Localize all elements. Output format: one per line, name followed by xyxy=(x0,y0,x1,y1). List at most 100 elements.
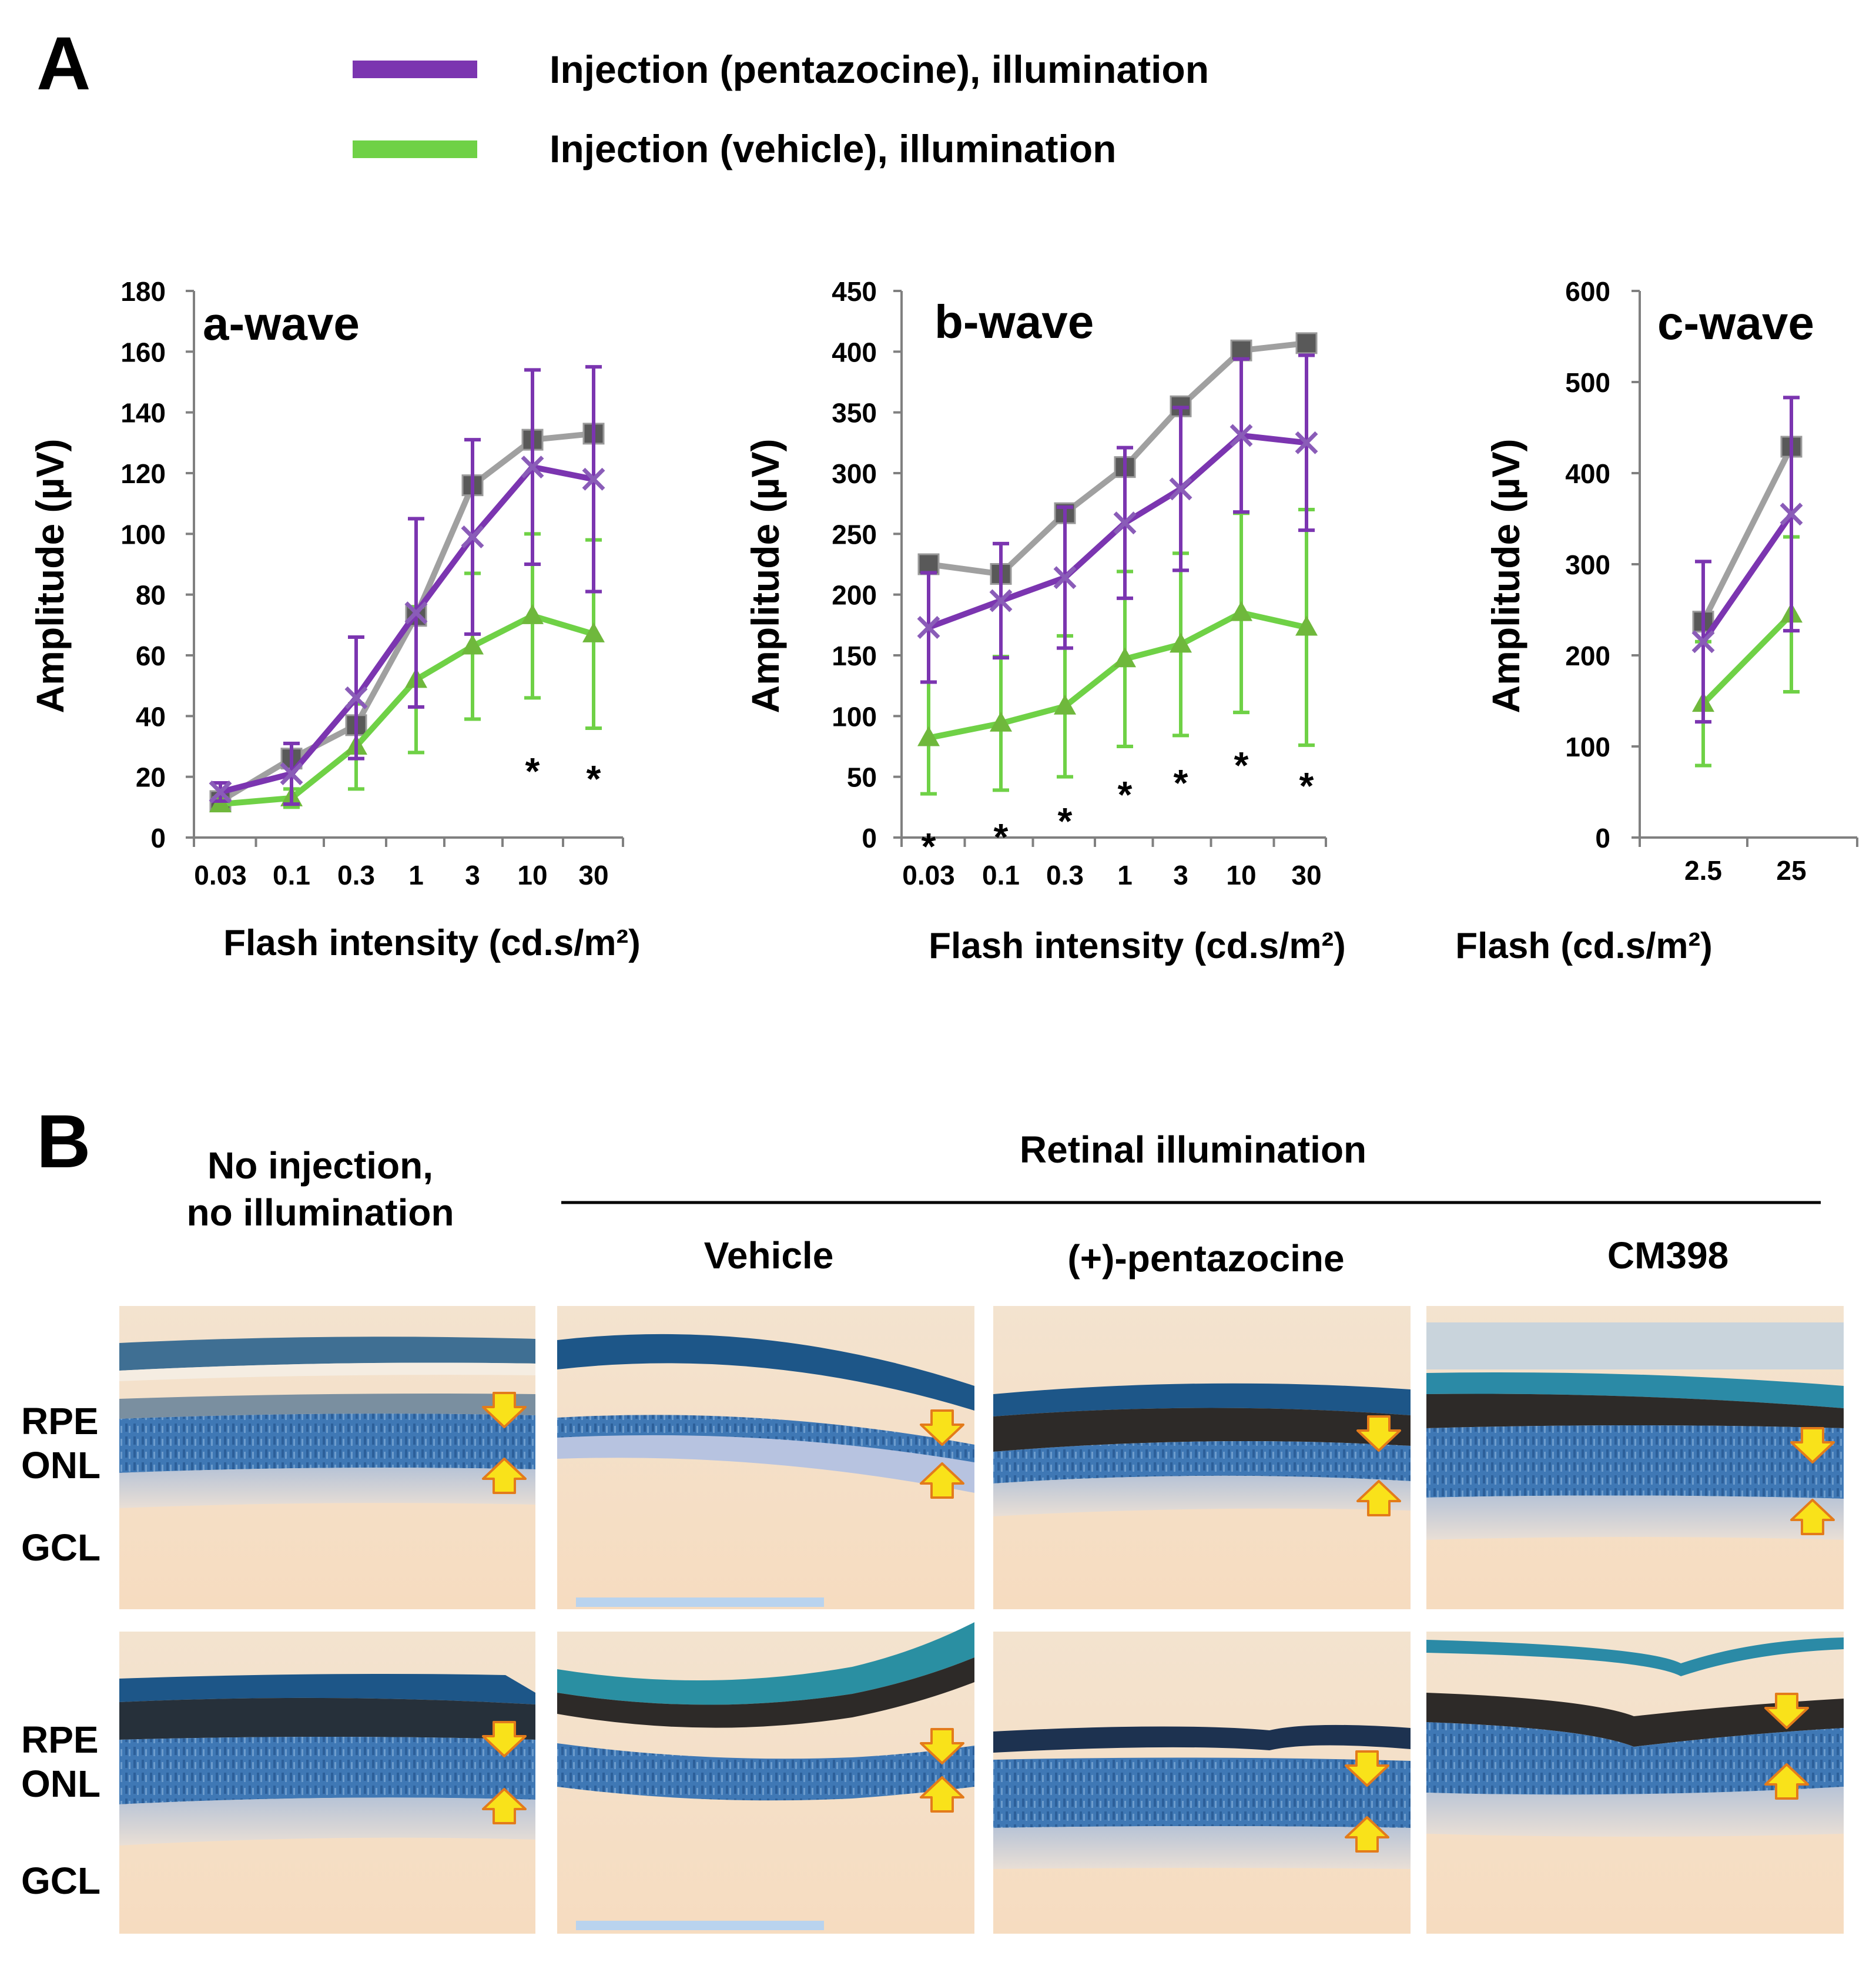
legend-label-vehicle: Injection (vehicle), illumination xyxy=(550,127,1116,170)
marker-cross xyxy=(344,686,368,709)
y-tick-label: 0 xyxy=(150,823,166,853)
panel-a-label: A xyxy=(36,22,91,106)
y-tick-label: 100 xyxy=(120,519,166,550)
marker-cross xyxy=(209,781,232,803)
row-label-gcl-bottom: GCL xyxy=(21,1860,101,1902)
x-tick-label: 3 xyxy=(465,860,480,890)
legend-label-pentazocine: Injection (pentazocine), illumination xyxy=(550,48,1209,91)
marker-cross xyxy=(1053,566,1077,590)
significance-marker: * xyxy=(587,758,601,800)
marker-cross xyxy=(280,762,303,785)
micrograph-cm398-bottom xyxy=(1426,1632,1844,1934)
x-tick-label: 3 xyxy=(1173,860,1188,890)
micrograph-pentazocine-bottom xyxy=(993,1632,1411,1934)
marker-cross xyxy=(582,467,605,491)
micrograph-vehicle-top xyxy=(557,1306,974,1609)
significance-marker: * xyxy=(525,750,540,792)
row-label-onl-bottom: ONL xyxy=(21,1763,101,1805)
marker-cross xyxy=(1295,431,1318,454)
significance-marker: * xyxy=(1299,765,1314,807)
y-tick-label: 400 xyxy=(832,337,877,367)
marker-cross xyxy=(461,525,484,548)
series-pentazocine xyxy=(1691,396,1803,724)
series-control xyxy=(917,332,1318,585)
y-tick-label: 200 xyxy=(1565,641,1610,671)
row-label-rpe-top: RPE xyxy=(21,1400,99,1442)
x-tick-label: 10 xyxy=(1226,860,1256,890)
marker-square xyxy=(1295,332,1318,354)
marker-triangle xyxy=(1054,694,1076,715)
x-tick-label: 2.5 xyxy=(1684,855,1722,886)
series-pentazocine xyxy=(209,365,605,806)
marker-triangle xyxy=(917,726,940,746)
x-tick-label: 0.03 xyxy=(902,860,955,890)
series-line xyxy=(219,464,594,795)
chart-title: b-wave xyxy=(934,296,1094,348)
legend: Injection (pentazocine), illumination In… xyxy=(353,48,1209,170)
marker-triangle xyxy=(1114,647,1136,668)
marker-triangle xyxy=(1230,601,1252,621)
significance-marker: * xyxy=(1234,744,1249,786)
y-tick-label: 500 xyxy=(1565,367,1610,398)
chart-b-wave: 0 50 100 150 200 250 300 350 400 450 0.03 0.1 0.3 1 3 1… xyxy=(743,276,1346,966)
x-tick-label: 1 xyxy=(1117,860,1133,890)
y-tick-label: 600 xyxy=(1565,276,1610,307)
y-tick-label: 50 xyxy=(847,762,877,793)
series-line xyxy=(1700,445,1794,623)
x-tick-label: 0.3 xyxy=(337,860,375,890)
marker-cross xyxy=(521,456,544,479)
x-axis-label: Flash intensity (cd.s/m²) xyxy=(929,926,1346,966)
micrograph-vehicle-bottom xyxy=(557,1622,974,1934)
y-tick-label: 450 xyxy=(832,276,877,307)
y-tick-label: 160 xyxy=(120,337,166,367)
marker-triangle xyxy=(1295,615,1318,636)
scale-bar-bottom xyxy=(576,1921,824,1930)
series-line xyxy=(1701,612,1794,706)
y-tick-label: 20 xyxy=(136,762,166,793)
micrograph-no-injection-bottom xyxy=(119,1632,535,1934)
micrograph-cm398-top xyxy=(1426,1306,1844,1609)
y-axis-label: Amplitude (µV) xyxy=(1484,439,1527,714)
y-tick-label: 300 xyxy=(832,458,877,489)
marker-triangle xyxy=(461,634,484,655)
row-label-onl-top: ONL xyxy=(21,1444,101,1486)
significance-marker: * xyxy=(994,816,1009,858)
marker-cross xyxy=(1230,424,1253,447)
row-label-rpe-bottom: RPE xyxy=(21,1719,99,1761)
x-axis-label: Flash (cd.s/m²) xyxy=(1455,926,1713,966)
y-axis-label: Amplitude (µV) xyxy=(743,439,787,714)
column-header-no-injection-2: no illumination xyxy=(186,1191,454,1234)
x-axis-label: Flash intensity (cd.s/m²) xyxy=(223,923,641,963)
series-control xyxy=(1692,436,1803,633)
y-tick-label: 300 xyxy=(1565,550,1610,580)
marker-cross xyxy=(1780,503,1803,526)
y-tick-label: 140 xyxy=(120,398,166,428)
row-label-gcl-top: GCL xyxy=(21,1526,101,1569)
y-tick-label: 60 xyxy=(136,641,166,671)
significance-marker: * xyxy=(1058,800,1073,842)
chart-c-wave: 0 100 200 300 400 500 600 2.5 25 c-wave Amplitude … xyxy=(1455,276,1858,966)
y-tick-label: 40 xyxy=(136,701,166,732)
column-header-no-injection-1: No injection, xyxy=(207,1144,433,1187)
y-tick-label: 350 xyxy=(832,398,877,428)
y-tick-label: 0 xyxy=(1595,823,1610,853)
y-tick-label: 180 xyxy=(120,276,166,307)
column-header-cm398: CM398 xyxy=(1607,1234,1728,1277)
marker-triangle xyxy=(521,604,544,624)
x-tick-label: 10 xyxy=(517,860,547,890)
series-line xyxy=(928,609,1308,741)
marker-triangle xyxy=(990,711,1012,732)
chart-title: c-wave xyxy=(1657,297,1814,349)
x-tick-label: 0.1 xyxy=(982,860,1020,890)
y-tick-label: 100 xyxy=(832,701,877,732)
marker-cross xyxy=(1113,511,1137,535)
y-tick-label: 400 xyxy=(1565,458,1610,489)
series-line xyxy=(1700,512,1794,644)
marker-cross xyxy=(917,615,940,639)
micrograph-no-injection-top xyxy=(119,1306,535,1609)
y-tick-label: 80 xyxy=(136,580,166,611)
marker-cross xyxy=(1691,630,1715,654)
y-tick-label: 200 xyxy=(832,580,877,611)
x-tick-label: 30 xyxy=(578,860,608,890)
marker-cross xyxy=(989,589,1013,612)
